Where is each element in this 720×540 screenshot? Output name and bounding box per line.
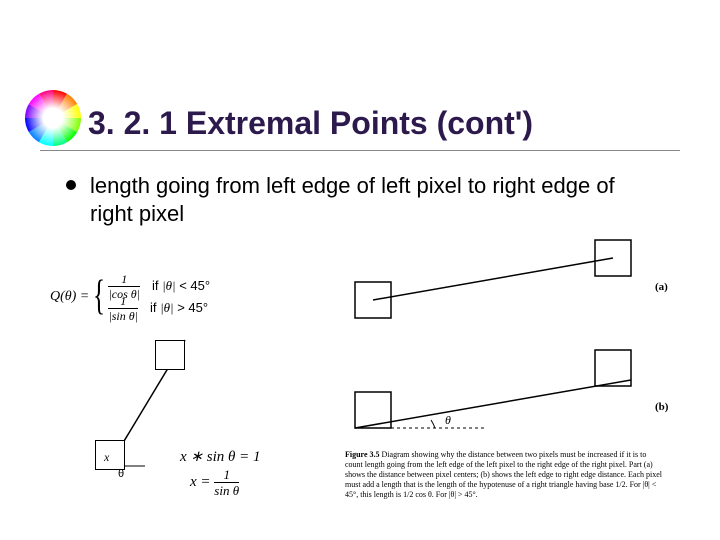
fraction: 1 sin θ — [214, 468, 239, 497]
case-condition: if |θ| > 45° — [150, 300, 208, 316]
panel-b-label: (b) — [655, 401, 669, 413]
case-condition: if |θ| < 45° — [152, 278, 210, 294]
title-underline — [40, 150, 680, 151]
caption-body: Diagram showing why the distance between… — [345, 450, 662, 499]
denominator: sin θ — [214, 483, 239, 497]
pixel-box — [155, 340, 185, 370]
page-title: 3. 2. 1 Extremal Points (cont') — [88, 105, 533, 142]
formula-x-equals: x = 1 sin θ — [190, 468, 239, 497]
formula-lhs: Q(θ) = — [50, 289, 89, 304]
bullet-text: length going from left edge of left pixe… — [90, 172, 660, 227]
pixel-box — [95, 440, 125, 470]
denominator: |sin θ| — [108, 309, 138, 322]
numerator: 1 — [214, 468, 239, 483]
slide: 3. 2. 1 Extremal Points (cont') length g… — [0, 0, 720, 540]
caption-lead: Figure 3.5 — [345, 450, 380, 459]
numerator: 1 — [108, 295, 138, 309]
numerator: 1 — [108, 273, 140, 287]
figure-caption: Figure 3.5 Diagram showing why the dista… — [345, 450, 665, 500]
figure-3-5: (a) θ (b) — [345, 230, 685, 455]
theta-label: θ — [118, 468, 124, 480]
formula-lhs: x = — [190, 474, 211, 490]
formula-x-sin: x ∗ sin θ = 1 — [180, 447, 260, 466]
theta-symbol: θ — [445, 413, 451, 427]
brace-icon: { — [93, 278, 105, 316]
formula-q-theta: Q(θ) = { 1 |cos θ| if |θ| < 45° 1 |sin θ… — [50, 275, 210, 319]
bullet-icon — [66, 180, 76, 190]
formula-cases: 1 |cos θ| if |θ| < 45° 1 |sin θ| if |θ| … — [108, 275, 210, 319]
panel-a-label: (a) — [655, 281, 668, 293]
color-wheel-logo — [25, 90, 81, 151]
fraction: 1 |sin θ| — [108, 295, 138, 322]
x-label: x — [104, 450, 109, 465]
case-row: 1 |sin θ| if |θ| > 45° — [108, 297, 210, 319]
